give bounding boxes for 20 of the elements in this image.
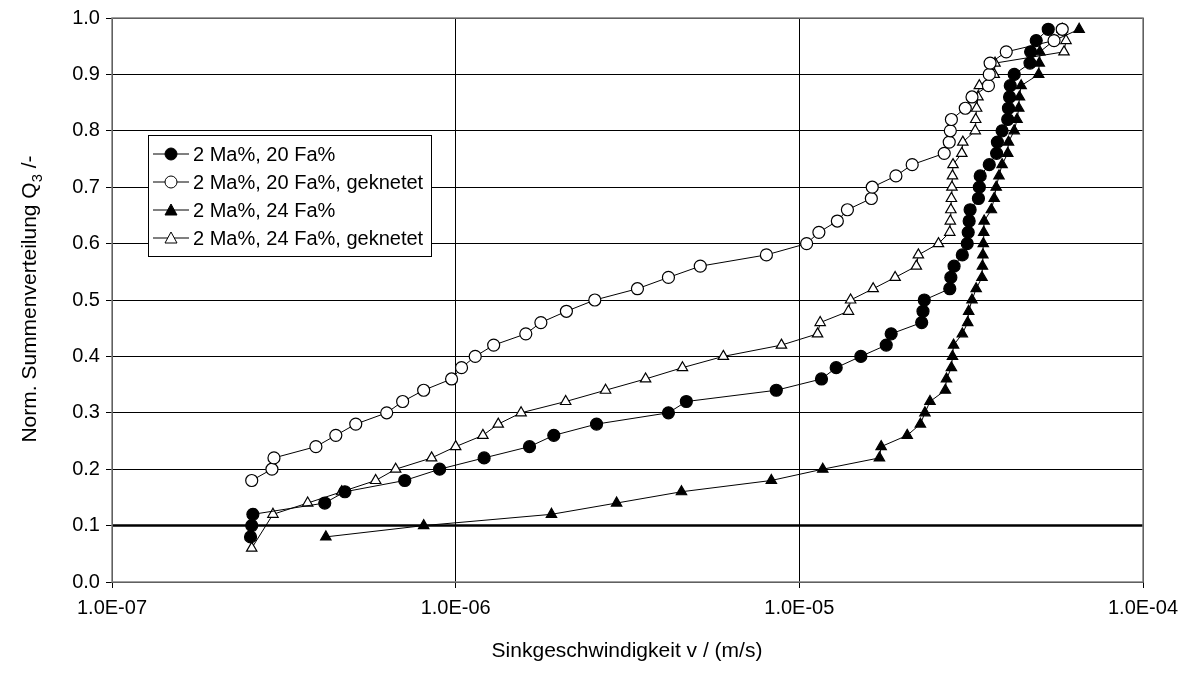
y-tick-label: 1.0 bbox=[72, 5, 100, 28]
legend-label: 2 Ma%, 20 Fa%, geknetet bbox=[193, 170, 424, 194]
y-tick-label: 0.2 bbox=[72, 456, 100, 479]
legend-label: 2 Ma%, 24 Fa% bbox=[193, 198, 336, 222]
y-tick-label: 0.5 bbox=[72, 287, 100, 310]
legend-label: 2 Ma%, 20 Fa% bbox=[193, 142, 336, 166]
y-tick-label: 0.3 bbox=[72, 400, 100, 423]
x-tick-label: 1.0E-05 bbox=[764, 595, 835, 618]
y-tick-label: 0.8 bbox=[72, 118, 100, 141]
x-axis-title: Sinkgeschwindigkeit v / (m/s) bbox=[491, 638, 763, 662]
y-tick-label: 0.1 bbox=[72, 513, 100, 536]
x-tick-label: 1.0E-06 bbox=[420, 595, 491, 618]
legend-label: 2 Ma%, 24 Fa%, geknetet bbox=[193, 226, 424, 250]
y-tick-label: 0.7 bbox=[72, 174, 100, 197]
y-tick-label: 0.4 bbox=[72, 343, 100, 366]
x-tick-label: 1.0E-07 bbox=[76, 595, 148, 618]
y-tick-label: 0.9 bbox=[72, 61, 100, 84]
y-tick-label: 0.6 bbox=[72, 231, 100, 254]
y-tick-label: 0.0 bbox=[72, 569, 100, 592]
x-tick-label: 1.0E-04 bbox=[1107, 595, 1179, 618]
